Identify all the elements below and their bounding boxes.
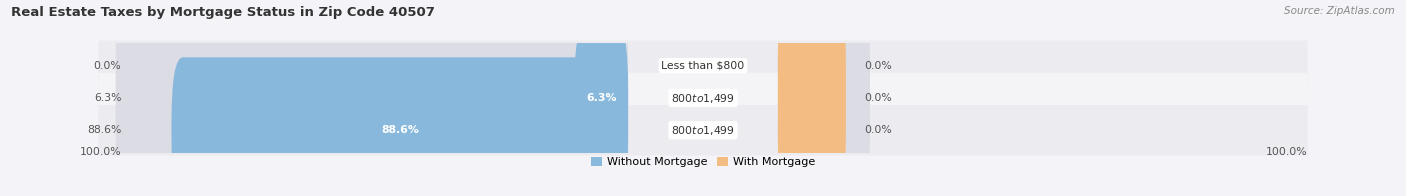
Text: $800 to $1,499: $800 to $1,499 [671, 124, 735, 137]
FancyBboxPatch shape [98, 41, 1308, 91]
FancyBboxPatch shape [115, 57, 628, 196]
Text: 0.0%: 0.0% [865, 125, 891, 135]
FancyBboxPatch shape [574, 25, 628, 171]
Text: Source: ZipAtlas.com: Source: ZipAtlas.com [1284, 6, 1395, 16]
FancyBboxPatch shape [778, 57, 870, 196]
FancyBboxPatch shape [778, 0, 846, 139]
Text: 6.3%: 6.3% [586, 93, 616, 103]
FancyBboxPatch shape [98, 105, 1308, 155]
FancyBboxPatch shape [778, 25, 870, 171]
FancyBboxPatch shape [172, 57, 628, 196]
Text: Less than $800: Less than $800 [661, 61, 745, 71]
FancyBboxPatch shape [115, 25, 628, 171]
FancyBboxPatch shape [778, 57, 846, 196]
Legend: Without Mortgage, With Mortgage: Without Mortgage, With Mortgage [586, 152, 820, 172]
Text: 100.0%: 100.0% [80, 147, 121, 157]
Text: 0.0%: 0.0% [865, 61, 891, 71]
Text: 88.6%: 88.6% [87, 125, 121, 135]
Text: Real Estate Taxes by Mortgage Status in Zip Code 40507: Real Estate Taxes by Mortgage Status in … [11, 6, 434, 19]
Text: 0.0%: 0.0% [865, 93, 891, 103]
Text: 100.0%: 100.0% [1265, 147, 1308, 157]
Text: 6.3%: 6.3% [94, 93, 121, 103]
Text: 0.0%: 0.0% [94, 61, 121, 71]
FancyBboxPatch shape [778, 25, 846, 171]
Text: $800 to $1,499: $800 to $1,499 [671, 92, 735, 104]
FancyBboxPatch shape [115, 0, 628, 139]
FancyBboxPatch shape [778, 0, 870, 139]
FancyBboxPatch shape [98, 73, 1308, 123]
Text: 88.6%: 88.6% [381, 125, 419, 135]
